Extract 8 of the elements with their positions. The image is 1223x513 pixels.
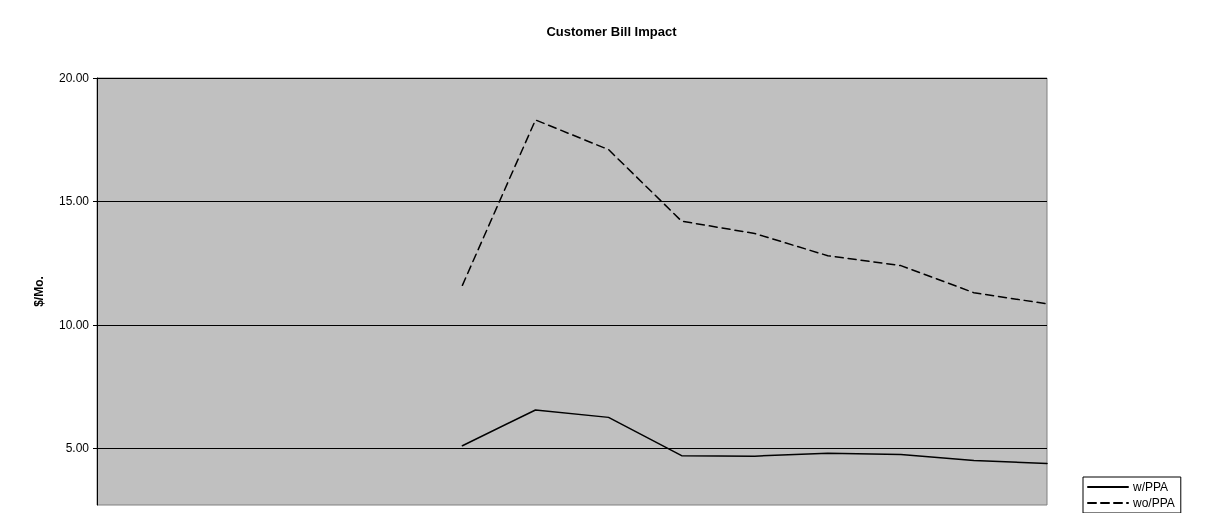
legend-label: wo/PPA <box>1132 496 1175 510</box>
legend-label: w/PPA <box>1132 480 1169 494</box>
y-axis-title: $/Mo. <box>32 276 46 307</box>
y-tick-label: 5.00 <box>65 441 90 456</box>
y-tick-label: 10.00 <box>58 317 90 332</box>
chart-title: Customer Bill Impact <box>546 24 678 39</box>
y-tick-label: 15.00 <box>58 194 90 209</box>
y-tick-label: 20.00 <box>58 71 90 85</box>
